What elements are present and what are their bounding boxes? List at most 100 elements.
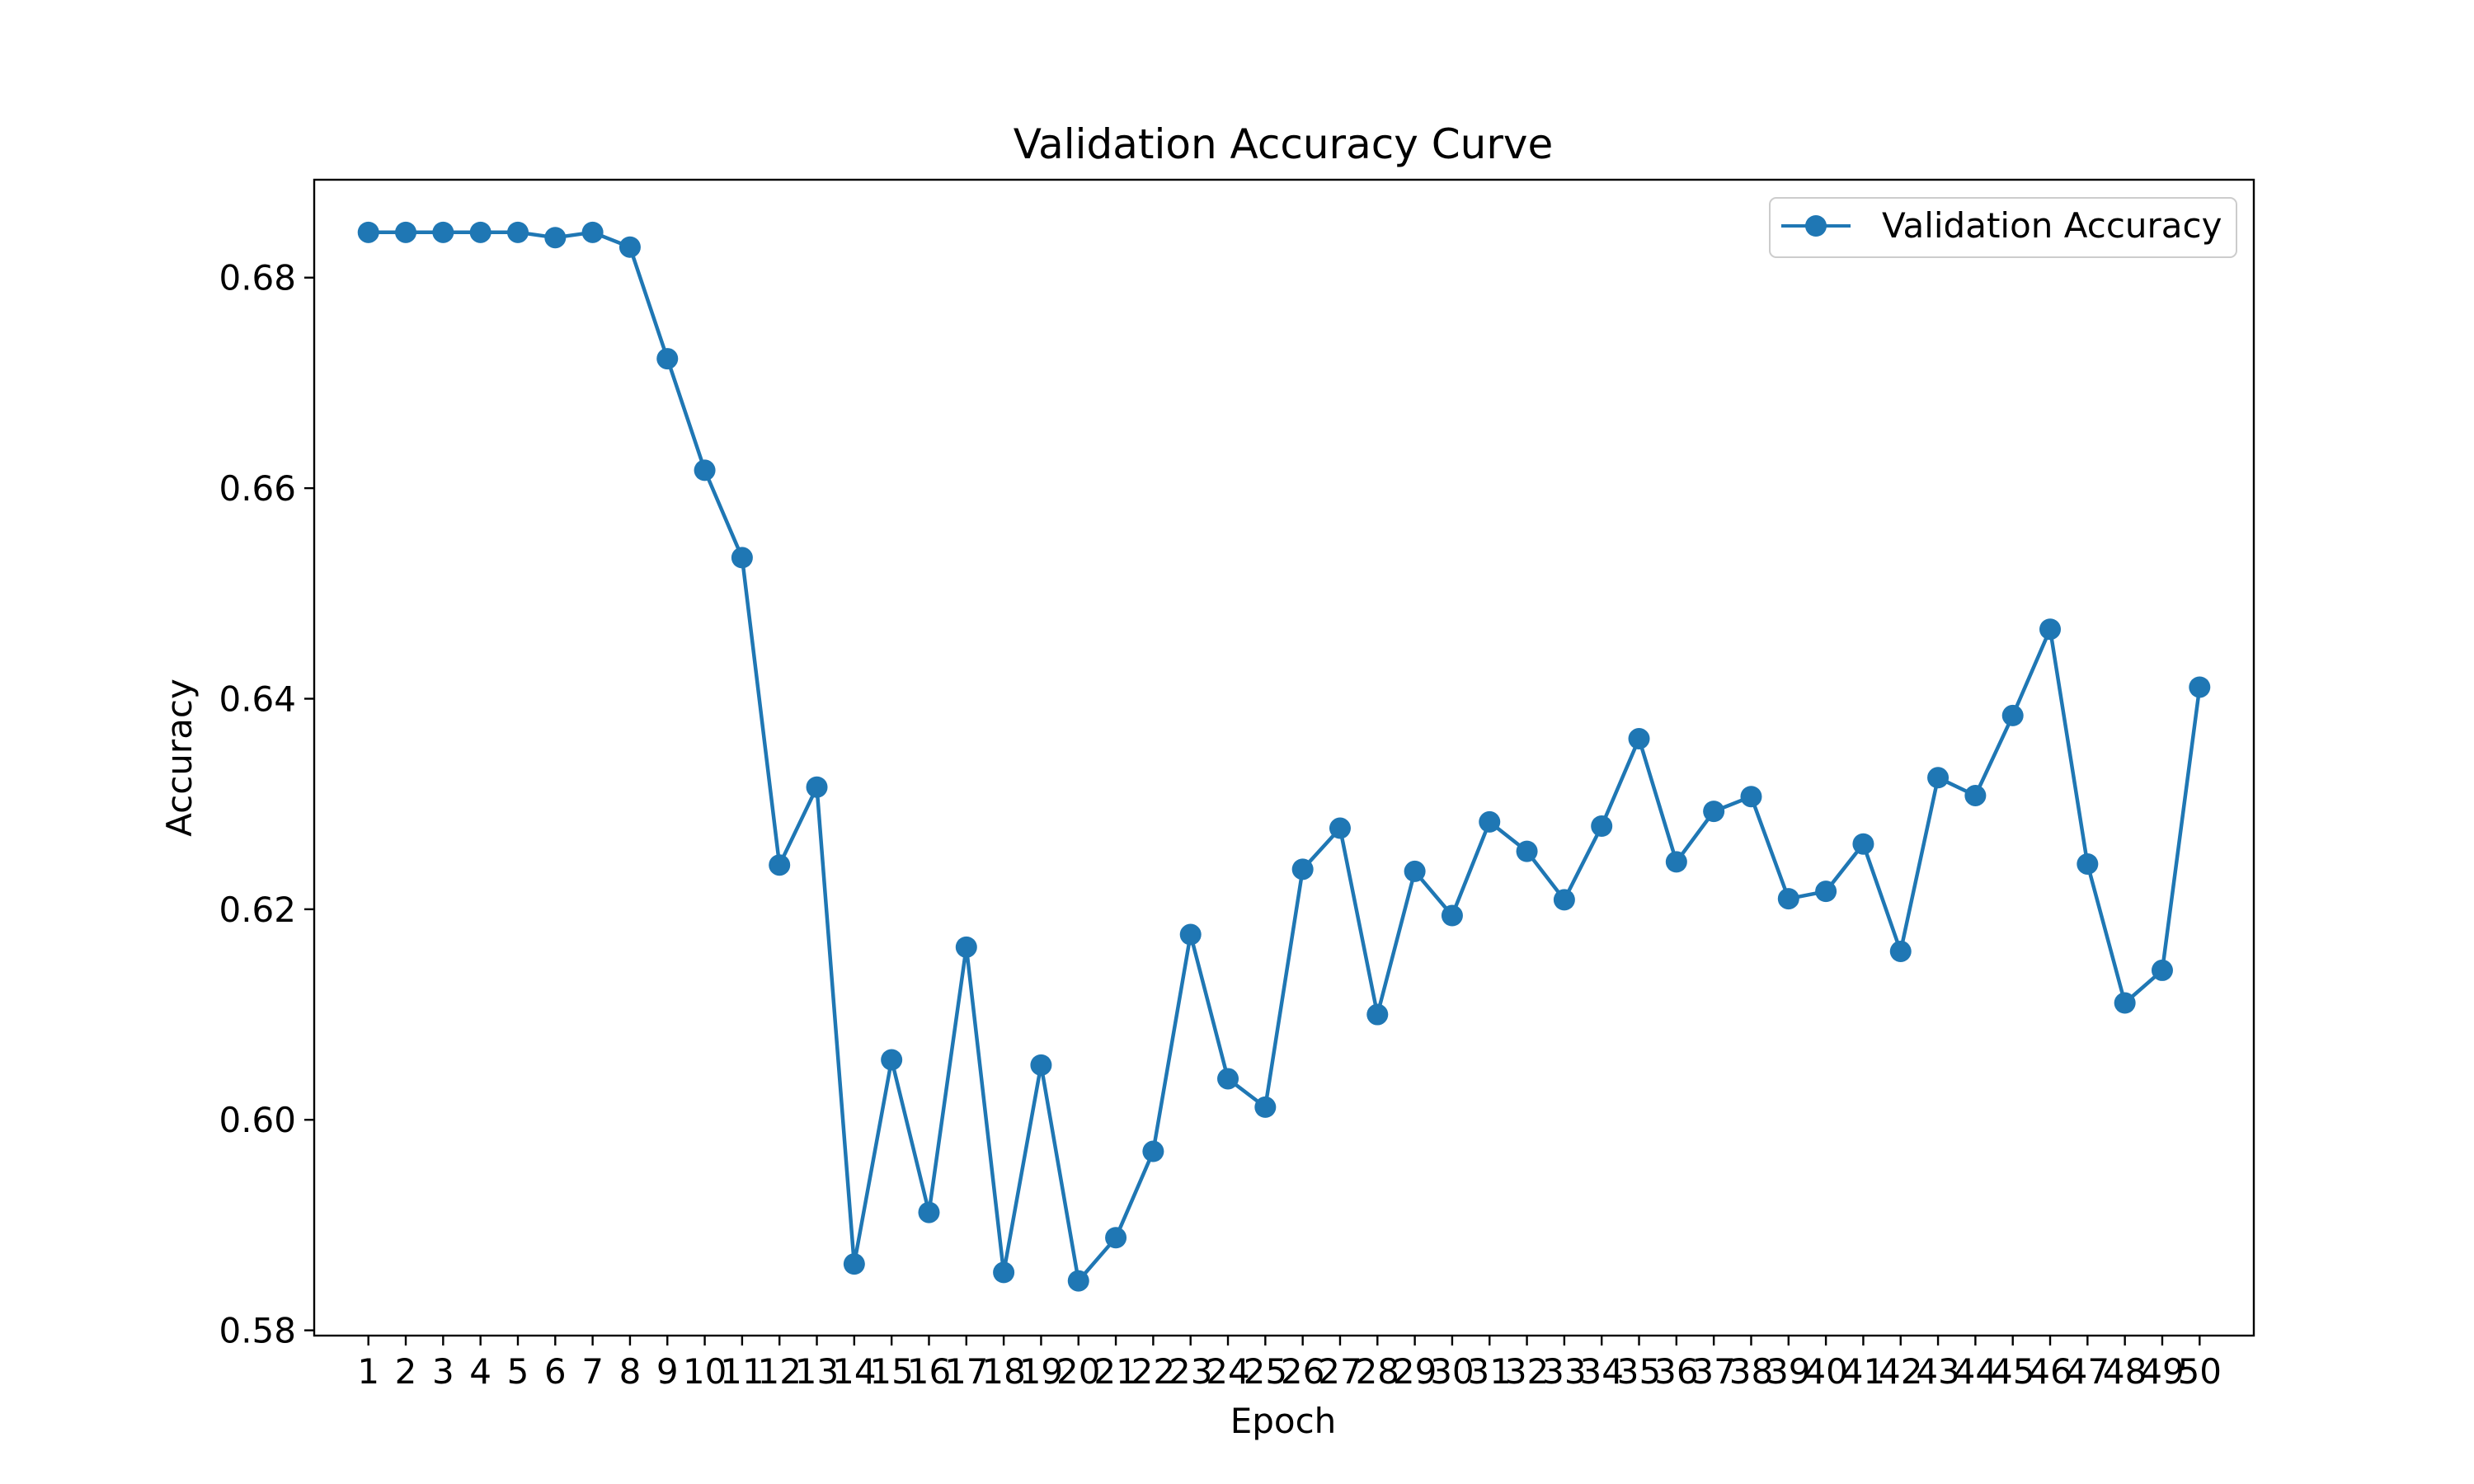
x-tick-label: 6 [544,1351,567,1392]
x-axis-ticks: 1 2 3 4 5 6 7 8 9 1011121314151617181920212223242… [357,1336,2222,1392]
x-tick-label: 16 [907,1351,951,1392]
legend: Validation Accuracy [1769,197,2237,258]
y-tick-label: 0.60 [219,1100,296,1140]
x-tick-label: 22 [1131,1351,1175,1392]
data-point [1479,810,1501,833]
x-tick-label: 33 [1542,1351,1586,1392]
y-axis-label: Accuracy [159,679,200,837]
x-tick-label: 11 [720,1351,764,1392]
data-point [618,236,641,258]
plot-frame [313,178,2255,1337]
data-point [694,459,716,481]
data-point [1889,940,1912,962]
x-tick-label: 13 [795,1351,839,1392]
data-point [1516,840,1538,862]
x-tick-label: 35 [1617,1351,1661,1392]
x-tick-label: 34 [1579,1351,1623,1392]
data-point [1964,784,1987,806]
data-point [357,221,379,243]
data-point [1927,767,1950,789]
x-tick-label: 46 [2028,1351,2072,1392]
plot-area [313,178,2255,1337]
x-tick-label: 27 [1318,1351,1362,1392]
x-tick-label: 3 [432,1351,454,1392]
x-tick-label: 42 [1879,1351,1922,1392]
data-point [1329,817,1351,839]
data-point [1591,815,1613,837]
x-tick-label: 45 [1991,1351,2034,1392]
data-point [1703,801,1725,823]
x-tick-label: 1 [357,1351,379,1392]
x-tick-label: 23 [1169,1351,1212,1392]
data-point [731,547,753,569]
legend-label: Validation Accuracy [1882,205,2222,246]
y-tick-label: 0.66 [219,468,296,509]
x-tick-label: 49 [2140,1351,2184,1392]
data-point [1553,889,1575,911]
chart-title: Validation Accuracy Curve [1014,120,1553,168]
series-line [368,230,2202,1283]
x-tick-label: 41 [1841,1351,1885,1392]
x-tick-label: 28 [1356,1351,1399,1392]
data-point [1067,1270,1089,1292]
x-tick-label: 9 [656,1351,679,1392]
x-axis-label: Epoch [1230,1401,1337,1441]
data-point [1777,888,1799,910]
x-tick-label: 20 [1056,1351,1100,1392]
y-tick-label: 0.68 [219,258,296,298]
data-point [1105,1227,1127,1249]
data-point [544,227,567,249]
data-point [656,348,679,370]
x-tick-label: 36 [1654,1351,1698,1392]
data-point [843,1253,865,1275]
data-point [955,936,977,958]
data-point [1441,904,1463,927]
y-tick-label: 0.64 [219,679,296,719]
x-tick-label: 17 [944,1351,988,1392]
data-point [1217,1068,1239,1090]
x-tick-label: 39 [1766,1351,1810,1392]
x-tick-label: 15 [869,1351,913,1392]
x-tick-label: 2 [395,1351,417,1392]
x-tick-label: 48 [2103,1351,2147,1392]
data-point [395,221,417,243]
x-tick-label: 38 [1729,1351,1773,1392]
data-point [469,221,492,243]
data-point [769,854,791,876]
data-point [2189,676,2211,698]
x-tick-label: 40 [1804,1351,1847,1392]
x-tick-label: 7 [581,1351,604,1392]
x-tick-label: 30 [1430,1351,1474,1392]
x-tick-label: 44 [1954,1351,1997,1392]
x-tick-label: 24 [1206,1351,1249,1392]
x-tick-label: 37 [1691,1351,1735,1392]
y-axis-ticks: 0.58 0.60 0.62 0.64 0.66 0.68 [219,258,314,1351]
data-point [506,221,529,243]
x-tick-label: 14 [832,1351,876,1392]
x-tick-label: 19 [1019,1351,1063,1392]
data-point [2151,959,2173,981]
x-tick-label: 21 [1094,1351,1137,1392]
x-tick-label: 5 [507,1351,529,1392]
x-tick-label: 50 [2178,1351,2222,1392]
data-point [1740,786,1762,808]
x-tick-label: 31 [1468,1351,1512,1392]
data-point [1852,833,1874,855]
data-point [1815,881,1837,903]
data-point [1366,1003,1389,1026]
x-tick-label: 25 [1244,1351,1287,1392]
x-tick-label: 8 [619,1351,642,1392]
legend-marker-swatch [1805,215,1827,237]
x-tick-label: 18 [981,1351,1025,1392]
data-point [1404,860,1426,882]
data-point [1254,1096,1277,1118]
series-layer [357,221,2211,1292]
data-point [993,1261,1015,1284]
data-point [2001,704,2024,726]
data-point [432,221,454,243]
data-point [2114,992,2136,1014]
data-point [581,221,604,243]
data-point [1291,858,1314,881]
data-point [1142,1140,1164,1162]
